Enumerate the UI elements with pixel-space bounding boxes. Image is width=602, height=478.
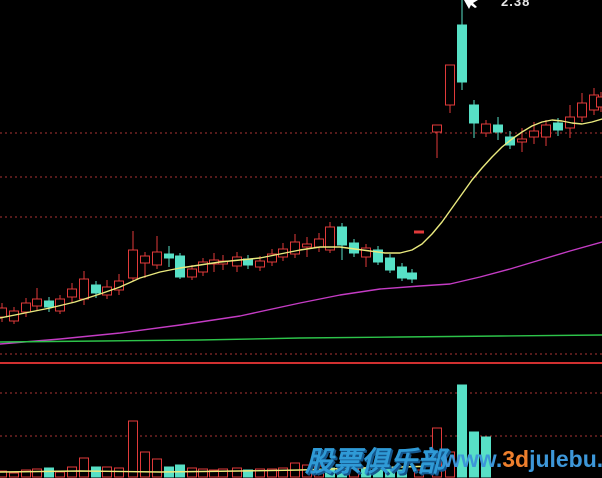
- mouse-cursor-icon: [464, 0, 478, 9]
- price-label: 2.38: [501, 0, 531, 9]
